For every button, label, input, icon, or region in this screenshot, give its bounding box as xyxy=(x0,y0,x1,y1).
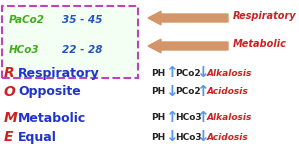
Text: ↑: ↑ xyxy=(165,110,178,125)
Text: PCo2: PCo2 xyxy=(175,88,201,96)
Text: E: E xyxy=(4,130,13,144)
FancyBboxPatch shape xyxy=(2,6,138,78)
Text: HCo3: HCo3 xyxy=(175,114,202,122)
Text: Alkalosis: Alkalosis xyxy=(207,114,252,122)
Text: PH: PH xyxy=(151,88,165,96)
Text: Respiratory: Respiratory xyxy=(233,11,297,21)
Text: Opposite: Opposite xyxy=(18,86,81,98)
Text: 35 - 45: 35 - 45 xyxy=(62,15,103,25)
Text: ↑: ↑ xyxy=(196,84,209,99)
Text: Acidosis: Acidosis xyxy=(207,133,249,141)
Text: ↓: ↓ xyxy=(165,129,178,144)
Text: O: O xyxy=(4,85,16,99)
Text: Metabolic: Metabolic xyxy=(18,112,86,124)
Text: PCo2: PCo2 xyxy=(175,69,201,77)
Text: ↓: ↓ xyxy=(196,65,209,80)
Text: PH: PH xyxy=(151,133,165,141)
Text: ↓: ↓ xyxy=(196,129,209,144)
Text: HCo3: HCo3 xyxy=(9,45,40,55)
Text: Alkalosis: Alkalosis xyxy=(207,69,252,77)
Text: HCo3: HCo3 xyxy=(175,133,202,141)
Text: PaCo2: PaCo2 xyxy=(9,15,45,25)
Text: 22 - 28: 22 - 28 xyxy=(62,45,103,55)
Text: PH: PH xyxy=(151,114,165,122)
Text: PH: PH xyxy=(151,69,165,77)
Text: ↑: ↑ xyxy=(196,110,209,125)
Text: Metabolic: Metabolic xyxy=(233,39,287,49)
Text: ↑: ↑ xyxy=(165,65,178,80)
Text: Respiratory: Respiratory xyxy=(18,67,100,79)
Text: ↓: ↓ xyxy=(165,84,178,99)
Text: R: R xyxy=(4,66,15,80)
FancyArrow shape xyxy=(148,39,228,53)
Text: Acidosis: Acidosis xyxy=(207,88,249,96)
Text: Equal: Equal xyxy=(18,131,57,143)
Text: M: M xyxy=(4,111,18,125)
FancyArrow shape xyxy=(148,11,228,25)
